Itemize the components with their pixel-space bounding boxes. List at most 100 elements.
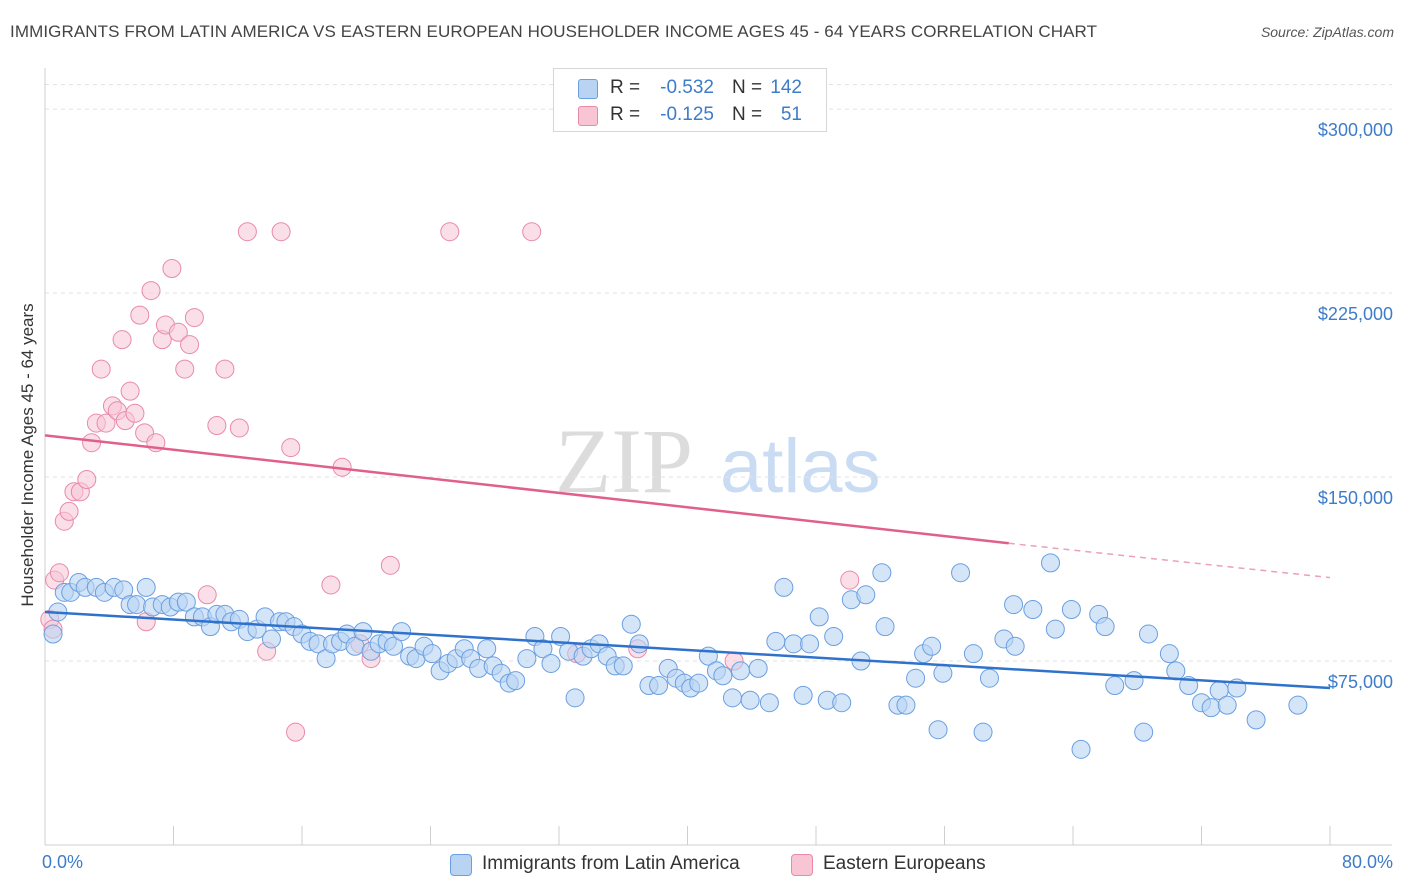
eastern-europeans-point [59, 501, 79, 521]
series-label-latin-america: Immigrants from Latin America [482, 853, 740, 874]
latin-america-point [541, 653, 561, 673]
eastern-europeans-point [229, 418, 249, 438]
latin-america-point [973, 722, 993, 742]
latin-america-point [384, 636, 404, 656]
eastern-europeans-point [184, 308, 204, 328]
latin-america-point [1138, 624, 1158, 644]
latin-america-point [963, 644, 983, 664]
latin-america-point [1166, 661, 1186, 681]
latin-america-point [1045, 619, 1065, 639]
legend-swatch-pink [578, 106, 598, 126]
latin-america-point [759, 693, 779, 713]
latin-america-point [740, 690, 760, 710]
eastern-europeans-point [112, 330, 132, 350]
latin-america-point [422, 644, 442, 664]
eastern-europeans-point [168, 322, 188, 342]
trend-lines [44, 434, 1331, 690]
eastern-europeans-point [237, 222, 257, 242]
latin-america-point [809, 607, 829, 627]
latin-america-point [1061, 600, 1081, 619]
y-tick-label: $75,000 [1328, 672, 1393, 692]
eastern-europeans-point [141, 281, 161, 301]
latin-america-point [832, 693, 852, 713]
latin-america-point [896, 695, 916, 715]
latin-america-trend-line [44, 610, 1331, 690]
eastern-europeans-point [271, 222, 291, 242]
latin-america-point [731, 661, 751, 681]
eastern-europeans-point [207, 416, 227, 436]
eastern-europeans-point [77, 469, 97, 489]
latin-america-point [43, 624, 63, 644]
latin-america-point [1095, 617, 1115, 637]
eastern-europeans-point [180, 335, 200, 355]
eastern-europeans-point [215, 359, 235, 379]
latin-america-point [928, 720, 948, 740]
latin-america-point [261, 629, 281, 649]
legend-n-label: N = [732, 77, 763, 98]
latin-america-point [649, 676, 669, 696]
latin-america-point [136, 577, 156, 597]
eastern-europeans-point [321, 575, 341, 595]
legend-r-value: -0.125 [660, 104, 714, 125]
eastern-europeans-point [380, 555, 400, 575]
series-swatch-blue [450, 854, 472, 876]
x-tick-labels: 0.0% 80.0% [42, 852, 1393, 872]
legend-swatch-blue [578, 79, 598, 99]
series-label-eastern-europeans: Eastern Europeans [823, 853, 986, 874]
latin-america-point [800, 634, 820, 654]
latin-america-point [1124, 671, 1144, 691]
axes [44, 68, 1392, 846]
legend-r-label: R = [610, 104, 641, 125]
latin-america-point [774, 577, 794, 597]
eastern-europeans-point [840, 570, 860, 590]
eastern-europeans-point [130, 305, 150, 325]
latin-america-point [766, 631, 786, 651]
legend-n-label: N = [732, 104, 763, 125]
eastern-europeans-point [120, 381, 140, 401]
legend-r-value: -0.532 [660, 77, 714, 98]
legend-row-eastern-europeans: R = -0.125 N = 51 [554, 101, 826, 127]
legend-row-latin-america: R = -0.532 N = 142 [554, 74, 826, 100]
y-tick-label: $225,000 [1318, 304, 1393, 324]
latin-america-point [793, 685, 813, 705]
legend-n-value: 51 [780, 104, 802, 125]
latin-america-point [1246, 710, 1266, 730]
latin-america-point [565, 688, 585, 708]
latin-america-point [477, 639, 497, 659]
latin-america-point [979, 668, 999, 688]
latin-america-point [176, 592, 196, 612]
watermark-atlas: atlas [720, 424, 881, 509]
latin-america-point [1071, 739, 1091, 759]
latin-america-point [872, 563, 892, 583]
eastern-europeans-point [281, 438, 301, 458]
correlation-legend: R = -0.532 N = 142 R = -0.125 N = 51 [553, 68, 827, 132]
chart-title: IMMIGRANTS FROM LATIN AMERICA VS EASTERN… [10, 22, 1098, 41]
y-tick-labels: $75,000 $150,000 $225,000 $300,000 [1318, 120, 1393, 692]
y-tick-label: $300,000 [1318, 120, 1393, 140]
latin-america-point [824, 626, 844, 646]
gridlines [45, 84, 1392, 662]
x-tick-label: 80.0% [1342, 852, 1393, 872]
latin-america-point [722, 688, 742, 708]
latin-america-point [856, 585, 876, 605]
eastern-europeans-point [522, 222, 542, 242]
eastern-europeans-point [125, 403, 145, 423]
latin-america-point [1134, 722, 1154, 742]
legend-n-value: 142 [770, 77, 802, 98]
latin-america-point [1217, 695, 1237, 715]
latin-america-point [922, 636, 942, 656]
latin-america-point [1023, 600, 1043, 619]
latin-america-point [713, 666, 733, 686]
latin-america-points [43, 553, 1308, 759]
latin-america-point [1005, 636, 1025, 656]
source-label: Source: ZipAtlas.com [1260, 24, 1394, 40]
latin-america-point [506, 671, 526, 691]
eastern-europeans-point [175, 359, 195, 379]
eastern-europeans-trend-extension [1008, 542, 1331, 579]
latin-america-point [613, 656, 633, 676]
latin-america-point [906, 668, 926, 688]
series-legend: Immigrants from Latin America Eastern Eu… [0, 851, 1406, 879]
latin-america-point [1288, 695, 1308, 715]
latin-america-point [748, 658, 768, 678]
